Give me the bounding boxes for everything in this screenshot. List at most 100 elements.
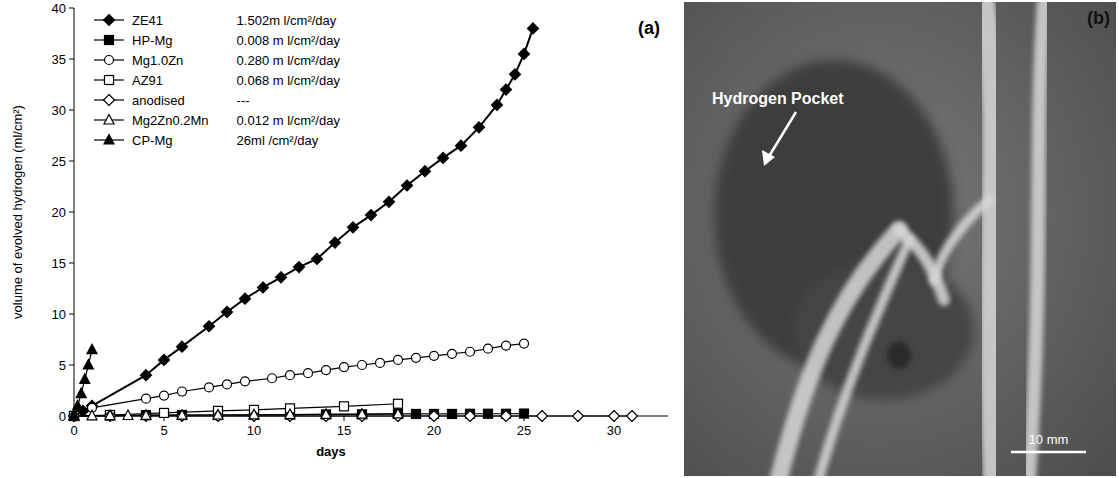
y-tick-label: 15	[52, 256, 66, 271]
data-point	[106, 410, 115, 419]
data-point	[87, 344, 97, 354]
scale-bar-label: 10 mm	[1029, 432, 1069, 447]
legend-label: HP-Mg	[132, 33, 172, 48]
data-point	[177, 411, 188, 422]
legend-marker	[104, 135, 114, 145]
data-point	[159, 354, 170, 365]
data-point	[76, 388, 86, 398]
plot-data	[69, 23, 638, 422]
data-point	[438, 152, 449, 163]
y-tick-label: 25	[52, 154, 66, 169]
bone	[934, 200, 989, 280]
data-point	[484, 409, 493, 418]
x-tick-label: 5	[160, 423, 167, 438]
data-point	[205, 383, 214, 392]
data-point	[573, 411, 584, 422]
legend-rate: 0.280 m l/cm²/day	[237, 53, 341, 68]
y-tick	[69, 59, 74, 60]
legend-marker	[104, 115, 114, 125]
data-point	[394, 355, 403, 364]
figure: 0510152025303540051015202530daysvolume o…	[0, 0, 1119, 478]
data-point	[502, 341, 511, 350]
legend-rate: 26ml /cm²/day	[237, 133, 319, 148]
data-point	[402, 180, 413, 191]
bone	[1029, 2, 1044, 476]
data-point	[304, 369, 313, 378]
data-point	[528, 23, 539, 34]
y-tick-label: 40	[52, 1, 66, 16]
data-point	[537, 411, 548, 422]
data-point	[105, 411, 116, 422]
y-tick-label: 10	[52, 307, 66, 322]
data-point	[177, 341, 188, 352]
data-point	[412, 353, 421, 362]
data-point	[87, 410, 97, 420]
series-line	[74, 404, 398, 416]
data-point	[123, 410, 133, 420]
y-tick	[69, 161, 74, 162]
data-point	[430, 351, 439, 360]
legend-rate: 0.012 m l/cm²/day	[237, 113, 341, 128]
data-point	[340, 402, 349, 411]
data-point	[73, 400, 83, 410]
data-point	[520, 339, 529, 348]
data-point	[384, 196, 395, 207]
data-point	[69, 411, 80, 422]
y-tick	[69, 314, 74, 315]
data-point	[484, 344, 493, 353]
data-point	[142, 411, 151, 420]
legend-rate: 0.068 m l/cm²/day	[237, 73, 341, 88]
data-point	[394, 399, 403, 408]
data-point	[223, 380, 232, 389]
photo-content	[684, 2, 1116, 476]
data-point	[429, 411, 440, 422]
y-tick	[69, 263, 74, 264]
bone	[779, 230, 899, 476]
legend-label: AZ91	[132, 73, 163, 88]
legend-marker	[105, 36, 114, 45]
data-point	[241, 377, 250, 386]
bone	[984, 2, 994, 476]
data-point	[394, 409, 403, 418]
legend-rate: 0.008 m l/cm²/day	[237, 33, 341, 48]
y-tick	[69, 212, 74, 213]
data-point	[294, 262, 305, 273]
legend-marker	[105, 76, 114, 85]
legend-label: anodised	[132, 93, 185, 108]
y-axis-title: volume of evolved hydrogen (ml/cm²)	[10, 105, 25, 319]
y-tick-label: 0	[59, 409, 66, 424]
data-point	[492, 99, 503, 110]
series-line	[74, 344, 524, 416]
data-point	[141, 410, 151, 420]
data-point	[80, 374, 90, 384]
data-point	[160, 408, 169, 417]
data-point	[393, 408, 403, 418]
data-point	[70, 412, 79, 421]
data-point	[501, 84, 512, 95]
data-point	[348, 222, 359, 233]
legend-marker	[105, 56, 114, 65]
data-point	[83, 360, 93, 370]
data-point	[178, 410, 187, 419]
data-point	[69, 411, 80, 422]
data-point	[466, 347, 475, 356]
data-point	[330, 237, 341, 248]
data-point	[258, 282, 269, 293]
data-point	[178, 387, 187, 396]
photo: Hydrogen Pocket10 mm(b)	[684, 2, 1116, 478]
legend-label: ZE41	[132, 13, 163, 28]
data-point	[276, 272, 287, 283]
y-tick	[69, 110, 74, 111]
legend-marker	[104, 15, 115, 26]
y-tick-label: 30	[52, 103, 66, 118]
data-point	[70, 412, 79, 421]
data-point	[456, 140, 467, 151]
data-point	[474, 122, 485, 133]
data-point	[204, 321, 215, 332]
x-tick-label: 15	[337, 423, 351, 438]
y-tick	[69, 365, 74, 366]
data-point	[106, 411, 115, 420]
data-point	[519, 48, 530, 59]
data-point	[222, 306, 233, 317]
axes: 0510152025303540051015202530daysvolume o…	[10, 1, 668, 460]
